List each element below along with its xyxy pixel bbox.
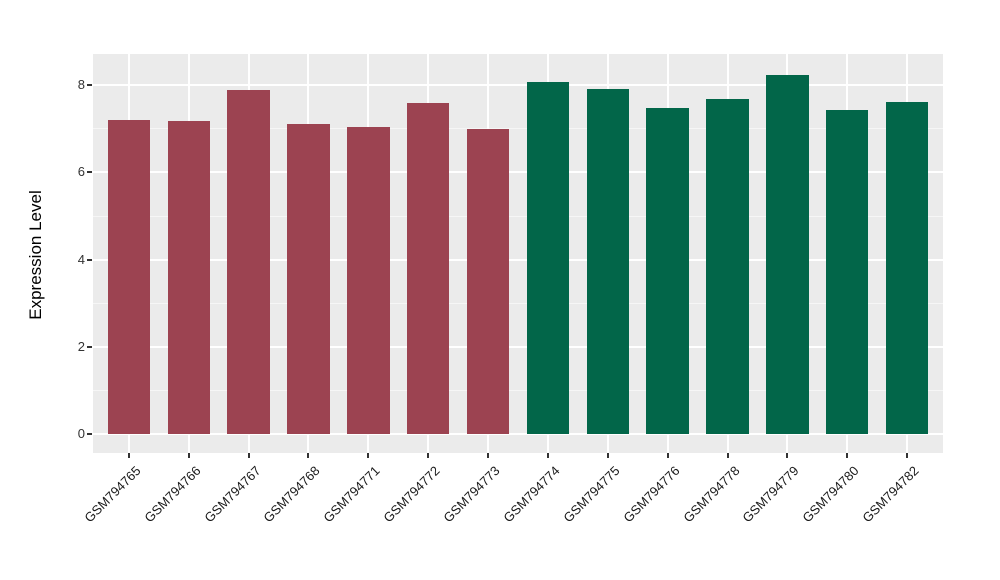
y-tick-mark-0 <box>87 433 92 435</box>
y-tick-mark-6 <box>87 171 92 174</box>
x-tick-label-GSM794773: GSM794773 <box>440 463 503 526</box>
bar-GSM794766 <box>167 120 211 434</box>
x-tick-label-GSM794772: GSM794772 <box>380 463 443 526</box>
gridline-minor-y5 <box>93 215 943 217</box>
x-tick-mark-GSM794767 <box>247 453 250 458</box>
bar-GSM794778 <box>706 99 749 434</box>
bar-GSM794765 <box>107 120 151 434</box>
x-tick-mark-GSM794782 <box>906 453 909 458</box>
x-tick-mark-GSM794776 <box>666 453 669 458</box>
gridline-major-y2 <box>93 345 943 348</box>
y-tick-label-0: 0 <box>77 426 85 441</box>
gridline-minor-y3 <box>93 302 943 304</box>
x-tick-label-GSM794774: GSM794774 <box>500 463 563 526</box>
bar-GSM794772 <box>406 102 450 434</box>
bar-GSM794779 <box>766 74 809 434</box>
gridline-major-y8 <box>93 84 943 87</box>
gridline-minor-y7 <box>93 128 943 130</box>
y-tick-mark-4 <box>87 258 92 261</box>
y-tick-label-2: 2 <box>77 338 85 354</box>
x-tick-mark-GSM794766 <box>187 453 190 458</box>
bar-GSM794780 <box>825 110 869 434</box>
bar-GSM794773 <box>466 128 510 434</box>
x-tick-label-GSM794776: GSM794776 <box>620 463 683 526</box>
x-tick-mark-GSM794765 <box>127 453 130 458</box>
x-tick-mark-GSM794771 <box>367 453 370 458</box>
bar-GSM794775 <box>586 88 630 434</box>
bar-GSM794774 <box>526 81 570 434</box>
x-tick-label-GSM794775: GSM794775 <box>560 463 623 526</box>
bar-GSM794768 <box>287 124 330 434</box>
x-tick-mark-GSM794775 <box>606 453 609 458</box>
gridline-major-y4 <box>93 258 943 261</box>
y-tick-label-8: 8 <box>77 77 85 93</box>
bar-GSM794771 <box>347 126 390 434</box>
gridline-major-y0 <box>93 433 943 435</box>
bar-GSM794767 <box>227 89 270 434</box>
x-tick-label-GSM794767: GSM794767 <box>201 463 264 526</box>
bar-GSM794782 <box>885 101 929 434</box>
x-tick-label-GSM794782: GSM794782 <box>859 463 922 526</box>
y-tick-label-4: 4 <box>77 251 85 267</box>
x-tick-label-GSM794771: GSM794771 <box>320 463 383 526</box>
gridline-minor-y1 <box>93 389 943 391</box>
x-tick-mark-GSM794773 <box>487 453 490 458</box>
y-tick-mark-8 <box>87 84 92 87</box>
x-tick-label-GSM794780: GSM794780 <box>799 463 862 526</box>
x-tick-label-GSM794768: GSM794768 <box>260 463 324 526</box>
x-tick-mark-GSM794780 <box>846 453 849 458</box>
y-tick-mark-2 <box>87 345 92 348</box>
bar-GSM794776 <box>646 108 689 434</box>
x-tick-mark-GSM794779 <box>786 453 789 458</box>
x-tick-label-GSM794765: GSM794765 <box>81 463 144 526</box>
x-tick-mark-GSM794774 <box>546 453 549 458</box>
x-tick-label-GSM794778: GSM794778 <box>679 463 743 526</box>
y-tick-label-6: 6 <box>77 164 85 180</box>
plot-panel <box>93 54 943 453</box>
x-tick-mark-GSM794772 <box>427 453 430 458</box>
x-tick-mark-GSM794778 <box>726 453 729 458</box>
x-tick-mark-GSM794768 <box>307 453 310 458</box>
gridline-major-y6 <box>93 171 943 174</box>
x-tick-label-GSM794779: GSM794779 <box>739 463 802 526</box>
x-tick-label-GSM794766: GSM794766 <box>141 463 204 526</box>
